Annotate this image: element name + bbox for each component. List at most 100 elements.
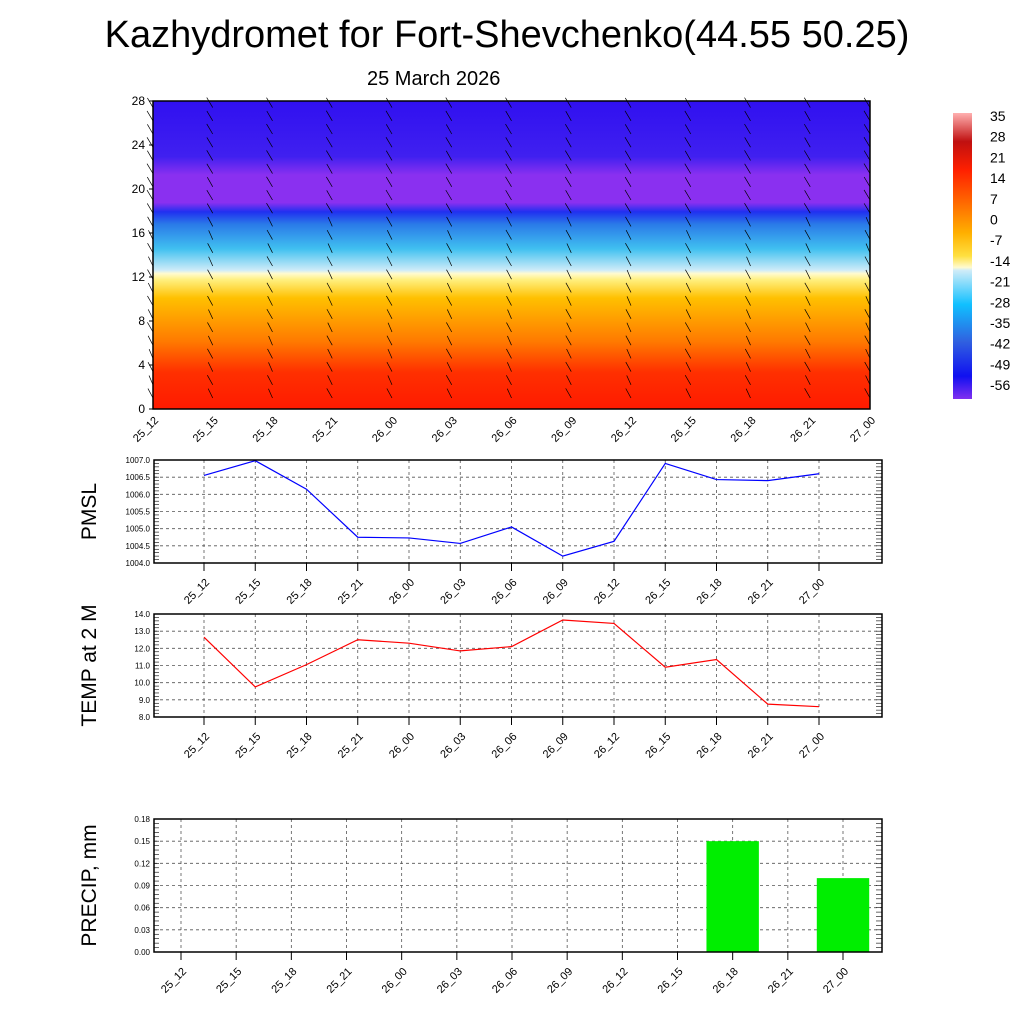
wind-barb: [803, 176, 811, 187]
wind-barb: [207, 362, 214, 372]
wind-barb: [863, 97, 871, 108]
x-tick-label: 26_21: [746, 577, 776, 607]
wind-barb: [207, 216, 214, 227]
wind-barb: [625, 230, 632, 240]
wind-barb: [685, 388, 692, 399]
wind-barb: [387, 322, 393, 333]
wind-barb: [206, 110, 214, 121]
x-tick-label: 26_09: [545, 966, 575, 996]
wind-barb: [506, 322, 512, 333]
x-tick-label: 26_15: [643, 731, 673, 761]
wind-barb: [863, 136, 871, 148]
x-tick-label: 26_03: [430, 415, 460, 445]
wind-barb: [864, 309, 871, 319]
precip-bar: [706, 841, 759, 952]
wind-barb: [446, 243, 453, 253]
y-tick-label: 11.0: [135, 662, 151, 671]
wind-barb: [445, 137, 453, 148]
x-tick-label: 26_21: [788, 415, 818, 445]
wind-barb: [505, 110, 512, 121]
wind-barb: [803, 123, 811, 135]
wind-barb: [386, 309, 393, 319]
wind-barb: [147, 388, 154, 399]
wind-barb: [565, 282, 572, 293]
wind-barb: [266, 97, 273, 108]
x-tick-label: 25_21: [310, 415, 340, 445]
y-tick-label: 0: [138, 402, 145, 416]
x-tick-label: 27_00: [797, 577, 827, 607]
wind-barb: [626, 348, 632, 359]
wind-barb: [266, 176, 273, 187]
wind-barb: [744, 137, 751, 148]
wind-barb: [507, 283, 512, 293]
wind-barb: [385, 203, 393, 214]
y-tick-label: 1005.0: [126, 525, 151, 534]
wind-barb: [445, 203, 453, 214]
wind-barb: [564, 176, 572, 187]
wind-barb: [625, 335, 632, 346]
wind-barb: [266, 137, 273, 148]
wind-barb: [326, 203, 333, 214]
x-tick-label: 26_15: [669, 415, 699, 445]
wind-barb: [744, 176, 751, 187]
x-tick-label: 26_00: [387, 577, 417, 607]
wind-barb: [566, 243, 572, 253]
wind-barb: [266, 110, 273, 121]
wind-barb: [863, 124, 871, 135]
wind-barb: [626, 322, 632, 333]
y-tick-label: 1006.0: [126, 490, 151, 499]
colorbar-label: -42: [990, 336, 1010, 352]
wind-barb: [685, 216, 692, 227]
wind-barb: [505, 163, 512, 174]
y-tick-label: 1007.0: [126, 456, 151, 465]
y-tick-label: 0.06: [134, 904, 150, 913]
wind-barb: [624, 124, 632, 135]
wind-barb: [684, 150, 692, 161]
wind-barb: [385, 163, 393, 174]
wind-barb: [624, 110, 632, 121]
wind-barb: [745, 269, 751, 280]
x-tick-label: 26_18: [729, 415, 759, 445]
wind-barb: [326, 256, 333, 267]
x-tick-label: 26_12: [600, 966, 630, 996]
wind-barb: [208, 335, 214, 346]
wind-barb: [686, 230, 692, 240]
y-axis-label: PMSL: [78, 483, 101, 540]
wind-barb: [624, 137, 632, 148]
x-tick-label: 26_09: [541, 731, 571, 761]
wind-barb: [506, 243, 512, 253]
wind-barb: [565, 163, 572, 174]
wind-barb: [207, 348, 214, 359]
wind-barb: [326, 282, 333, 293]
wind-barb: [744, 163, 751, 174]
x-tick-label: 26_12: [592, 577, 622, 607]
wind-barb: [804, 282, 811, 293]
wind-barb: [684, 203, 692, 214]
colorbar-label: -21: [990, 274, 1010, 290]
wind-barb: [327, 269, 333, 280]
wind-barb: [625, 242, 632, 253]
wind-barb: [146, 110, 154, 121]
wind-barb: [326, 361, 333, 372]
wind-barb: [146, 137, 154, 148]
colorbar-label: -28: [990, 294, 1010, 310]
wind-barb: [446, 335, 453, 346]
wind-barb: [385, 137, 393, 148]
x-tick-label: 26_15: [656, 966, 686, 996]
wind-barb: [386, 256, 393, 267]
wind-barb: [624, 203, 632, 214]
wind-barb: [146, 203, 154, 214]
x-tick-label: 25_18: [285, 731, 315, 761]
wind-barb: [386, 97, 393, 108]
wind-barb: [326, 150, 333, 161]
colorbar-label: 21: [990, 149, 1006, 165]
wind-barb: [863, 203, 871, 214]
wind-barb: [266, 229, 273, 240]
wind-barb: [863, 150, 871, 161]
wind-barb: [268, 362, 273, 372]
wind-barb: [326, 335, 333, 346]
wind-barb: [505, 137, 512, 148]
wind-barb: [325, 110, 333, 121]
wind-barb: [445, 189, 453, 201]
x-tick-label: 26_21: [766, 966, 796, 996]
